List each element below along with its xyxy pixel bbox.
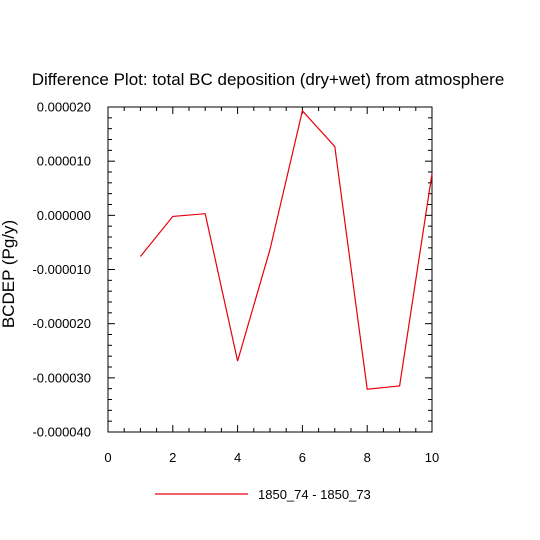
series-layer bbox=[139, 109, 433, 390]
legend: 1850_74 - 1850_73 bbox=[155, 487, 371, 502]
series-line bbox=[139, 109, 433, 390]
y-tick-label: -0.000010 bbox=[32, 262, 91, 277]
x-axis-ticks: 0 2 4 6 8 10 bbox=[104, 107, 439, 465]
y-tick-label: 0.000020 bbox=[37, 100, 91, 115]
x-tick-label: 8 bbox=[364, 450, 371, 465]
x-tick-label: 0 bbox=[104, 450, 111, 465]
legend-label: 1850_74 - 1850_73 bbox=[258, 487, 371, 502]
y-tick-label: -0.000040 bbox=[32, 425, 91, 440]
x-tick-label: 10 bbox=[425, 450, 439, 465]
y-axis-label: BCDEP (Pg/y) bbox=[0, 220, 18, 328]
plot-frame bbox=[107, 106, 433, 433]
y-axis-ticks: -0.000040 -0.000030 -0.000020 -0.000010 0.00… bbox=[32, 100, 432, 440]
y-tick-label: 0.000010 bbox=[37, 154, 91, 169]
chart-title: Difference Plot: total BC deposition (dr… bbox=[32, 70, 505, 89]
x-tick-label: 6 bbox=[299, 450, 306, 465]
y-tick-label: -0.000030 bbox=[32, 370, 91, 385]
y-tick-label: -0.000020 bbox=[32, 316, 91, 331]
x-tick-label: 2 bbox=[169, 450, 176, 465]
x-tick-label: 4 bbox=[234, 450, 241, 465]
y-tick-label: 0.000000 bbox=[37, 208, 91, 223]
